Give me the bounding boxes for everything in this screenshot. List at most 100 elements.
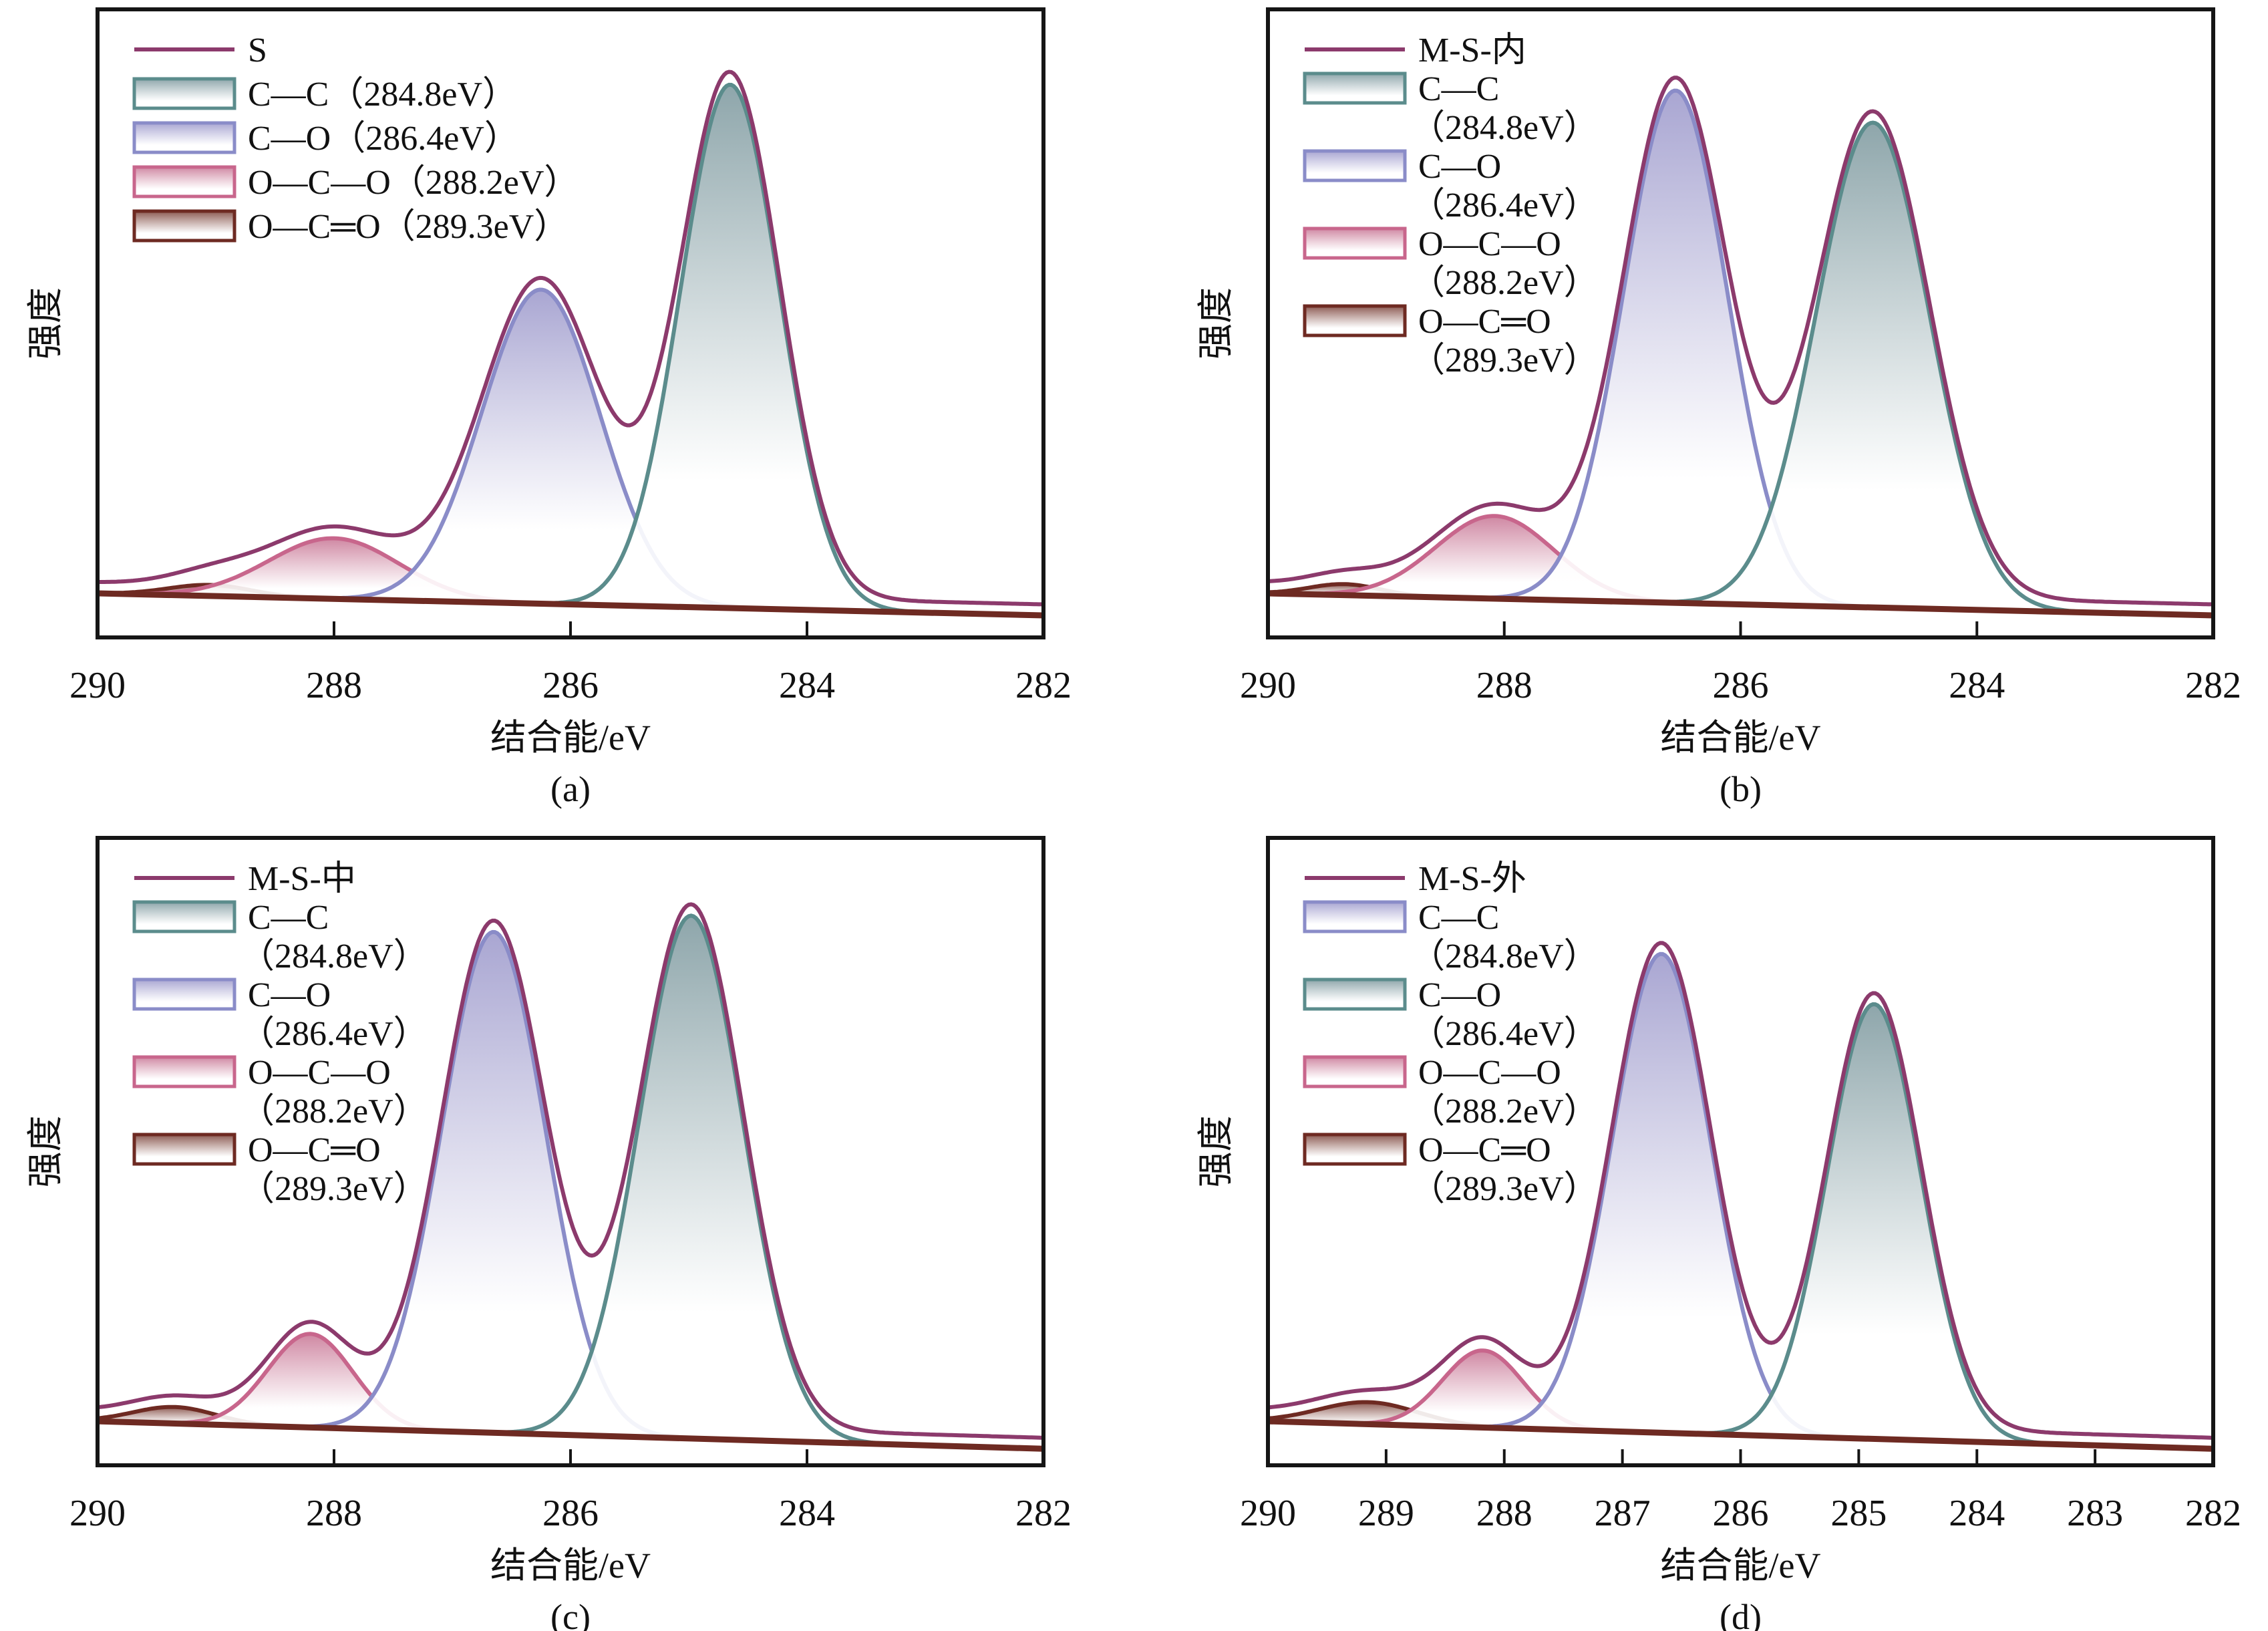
legend-label-energy: （286.4eV） <box>240 1015 428 1053</box>
panel-b: 290 288 286 284 282 结合能/eV 强度 (b) M-S-内C—C（284.8… <box>1196 7 2241 809</box>
legend-label-energy: （284.8eV） <box>1410 937 1599 976</box>
legend-label-energy: （288.2eV） <box>240 1092 428 1131</box>
x-tick-label: 284 <box>1949 1493 2005 1534</box>
plot-area <box>1268 76 2213 619</box>
legend-label: C—C <box>1418 899 1499 937</box>
y-axis-label: 强度 <box>1196 1116 1236 1188</box>
x-tick-label: 284 <box>779 665 835 706</box>
legend-label: C—C <box>248 899 329 937</box>
x-tick-label: 288 <box>306 665 362 706</box>
legend-label: O—C—O <box>1418 225 1561 263</box>
x-tick-label: 283 <box>2067 1493 2123 1534</box>
peak-line-teal <box>473 913 909 1447</box>
peak-fill-teal <box>523 84 937 613</box>
x-tick-label: 282 <box>2185 665 2241 706</box>
x-tick-label: 282 <box>1015 1493 1072 1534</box>
legend: M-S-内C—C（284.8eV）C—O（286.4eV）O—C—O（288.2… <box>1303 31 1599 380</box>
legend-swatch-pink <box>132 1055 236 1088</box>
peak-fill-lavender <box>1454 953 1869 1439</box>
panel-caption: (d) <box>1720 1597 1762 1631</box>
legend-label: O—C═O <box>1418 1131 1551 1169</box>
legend-label: C—O <box>248 976 331 1014</box>
y-axis-label: 强度 <box>25 287 65 359</box>
legend-label: S <box>248 31 267 69</box>
peak-line-teal <box>1636 120 2110 615</box>
legend-swatch-lavender <box>132 978 236 1011</box>
panel-d: 290 289 288 287 286 285 284 283 282 结合能/eV 强度 (d) M-… <box>1196 836 2241 1631</box>
legend-swatch-lavender <box>1303 149 1407 182</box>
peak-fill-pink <box>133 1334 488 1433</box>
y-axis-label: 强度 <box>25 1116 65 1188</box>
x-axis-label: 结合能/eV <box>1661 1545 1821 1586</box>
peak-fill-lavender <box>1459 90 1892 608</box>
legend-label-energy: （286.4eV） <box>1410 1015 1599 1053</box>
peak-fill-teal <box>1636 122 2110 613</box>
legend-label: M-S-内 <box>1418 31 1526 69</box>
legend-label-energy: （286.4eV） <box>1410 186 1599 225</box>
legend-label: O—C═O（289.3eV） <box>248 208 569 246</box>
x-axis-label: 结合能/eV <box>490 718 651 758</box>
legend-label-energy: （284.8eV） <box>1410 109 1599 147</box>
baseline-line <box>1268 590 2213 619</box>
legend-swatch-brown <box>132 209 236 243</box>
x-tick-label: 289 <box>1358 1493 1414 1534</box>
legend-label: C—C（284.8eV） <box>248 76 517 114</box>
plot-area <box>98 69 1043 619</box>
peak-fill-pink <box>1315 1350 1651 1433</box>
envelope-line <box>1268 941 2213 1440</box>
x-axis-label: 结合能/eV <box>1661 718 1821 758</box>
peak-fill-pink <box>98 538 607 605</box>
panel-a: 290 288 286 284 282 结合能/eV 强度 (a) S C—C（284.8eV） C… <box>25 7 1072 809</box>
x-axis-label: 结合能/eV <box>490 1545 651 1586</box>
panel-caption: (b) <box>1720 769 1762 809</box>
x-tick-label: 282 <box>2185 1493 2241 1534</box>
legend-swatch-brown <box>1303 304 1407 337</box>
legend-swatch-brown <box>1303 1133 1407 1166</box>
peak-fill-lavender <box>293 289 788 610</box>
legend-label: O—C—O <box>248 1054 391 1092</box>
envelope-line <box>98 902 1043 1440</box>
legend-swatch-teal <box>1303 978 1407 1011</box>
x-tick-label: 287 <box>1595 1493 1651 1534</box>
legend-swatch-lavender <box>1303 900 1407 933</box>
x-tick-label: 288 <box>1476 665 1532 706</box>
legend: M-S-中C—C（284.8eV）C—O（286.4eV）O—C—O（288.2… <box>132 860 428 1208</box>
x-tick-label: 290 <box>69 665 126 706</box>
x-tick-label: 288 <box>1476 1493 1532 1534</box>
legend-label-energy: （289.3eV） <box>1410 341 1599 380</box>
legend-swatch-pink <box>1303 227 1407 260</box>
legend-label-energy: （289.3eV） <box>240 1170 428 1208</box>
panel-caption: (c) <box>550 1597 591 1631</box>
legend-label: O—C—O <box>1418 1054 1561 1092</box>
y-axis-label: 强度 <box>1196 287 1236 359</box>
peak-line-teal <box>523 82 937 615</box>
x-tick-label: 290 <box>1240 1493 1296 1534</box>
x-tick-label: 286 <box>542 665 599 706</box>
legend-swatch-teal <box>1303 71 1407 105</box>
legend-label: C—C <box>1418 70 1499 108</box>
x-tick-label: 290 <box>69 1493 126 1534</box>
envelope-line <box>98 69 1043 607</box>
legend-label-energy: （289.3eV） <box>1410 1170 1599 1208</box>
legend: M-S-外C—C（284.8eV）C—O（286.4eV）O—C—O（288.2… <box>1303 860 1599 1208</box>
baseline-line <box>1268 1418 2213 1452</box>
legend-swatch-pink <box>1303 1055 1407 1088</box>
legend-label: M-S-中 <box>248 860 356 898</box>
legend-label: M-S-外 <box>1418 860 1526 898</box>
legend: S C—C（284.8eV） C—O（286.4eV） O—C—O（288.2eV） O… <box>132 31 579 246</box>
x-tick-label: 285 <box>1830 1493 1887 1534</box>
baseline-line <box>98 590 1043 619</box>
x-tick-label: 286 <box>542 1493 599 1534</box>
legend-label: C—O（286.4eV） <box>248 120 519 158</box>
plot-area <box>1268 941 2213 1452</box>
panel-c: 290 288 286 284 282 结合能/eV 强度 (c) M-S-中C—C（284.8… <box>25 836 1072 1631</box>
legend-label-energy: （284.8eV） <box>240 937 428 976</box>
x-tick-label: 286 <box>1713 665 1769 706</box>
legend-swatch-teal <box>132 77 236 110</box>
peak-fill-teal <box>473 915 909 1445</box>
x-tick-label: 284 <box>779 1493 835 1534</box>
legend-label: O—C═O <box>248 1131 381 1169</box>
baseline-line <box>98 1418 1043 1452</box>
legend-swatch-lavender <box>132 121 236 154</box>
legend-label: C—O <box>1418 976 1501 1014</box>
